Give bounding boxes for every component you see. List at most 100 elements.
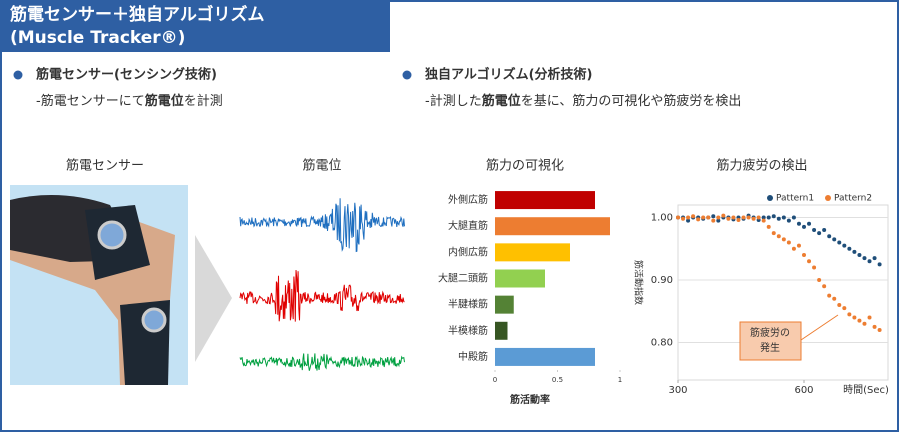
x-tick-label: 300 xyxy=(668,385,687,396)
bullet-heading: 独自アルゴリズム(分析技術) xyxy=(425,67,593,83)
point xyxy=(731,215,736,220)
point xyxy=(691,214,696,219)
y-tick-label: 半腱様筋 xyxy=(448,298,488,311)
point xyxy=(796,243,801,248)
header-box xyxy=(0,0,390,52)
point xyxy=(857,253,862,257)
leg-image xyxy=(10,185,188,385)
y-tick-label: 1.00 xyxy=(651,213,673,224)
legend-marker xyxy=(767,195,773,201)
x-axis-label: 筋活動率 xyxy=(509,393,550,406)
bar xyxy=(495,269,545,288)
point xyxy=(711,214,716,219)
point xyxy=(796,221,801,226)
header-title: (Muscle Tracker®) xyxy=(10,28,185,48)
point xyxy=(761,218,766,223)
point xyxy=(761,215,766,220)
point xyxy=(716,215,721,220)
point xyxy=(807,221,812,226)
point xyxy=(837,240,842,245)
point xyxy=(847,246,852,251)
point xyxy=(726,216,731,221)
bullet-text: -筋電センサーにて筋電位を計測 xyxy=(36,93,223,109)
point xyxy=(832,237,837,242)
bullet-heading: 筋電センサー(センシング技術) xyxy=(35,67,217,83)
point xyxy=(781,237,786,242)
legend-label: Pattern2 xyxy=(834,194,872,204)
point xyxy=(791,246,796,251)
x-tick-label: 0 xyxy=(493,376,497,384)
point xyxy=(786,218,791,223)
text-part: を基に、筋力の可視化や筋疲労を検出 xyxy=(521,93,742,109)
point xyxy=(817,231,822,236)
point xyxy=(776,216,781,221)
waveforms xyxy=(239,198,405,371)
x-tick-label: 0.5 xyxy=(552,376,563,384)
point xyxy=(776,234,781,239)
waveform xyxy=(239,270,405,322)
panel-title: 筋力の可視化 xyxy=(486,158,564,174)
point xyxy=(847,312,852,317)
x-tick-label: 600 xyxy=(794,385,813,396)
point xyxy=(802,253,806,257)
point xyxy=(877,328,882,332)
bar xyxy=(495,191,595,210)
text-part: -筋電センサーにて xyxy=(36,93,145,109)
bar xyxy=(495,243,570,262)
point xyxy=(771,214,776,219)
y-tick-label: 内側広筋 xyxy=(448,245,488,258)
annotation-line xyxy=(800,314,839,341)
text-part: -計測した xyxy=(425,93,482,109)
text-part: を計測 xyxy=(184,93,223,109)
point xyxy=(862,321,867,326)
point xyxy=(852,249,857,254)
point xyxy=(701,215,706,220)
y-tick-label: 中殿筋 xyxy=(458,350,488,363)
point xyxy=(822,228,827,232)
point xyxy=(741,215,746,220)
point xyxy=(862,256,867,261)
point xyxy=(877,262,882,267)
panel-title: 筋電位 xyxy=(302,158,341,174)
annotation-box xyxy=(739,321,802,361)
y-tick-label: 0.90 xyxy=(651,275,673,286)
y-axis-label: 筋活動指数 xyxy=(633,260,645,305)
annotation-text: 筋疲労の xyxy=(750,326,790,339)
point xyxy=(766,215,771,220)
point xyxy=(832,296,837,301)
y-tick-label: 大腿二頭筋 xyxy=(438,272,488,285)
point xyxy=(791,215,796,220)
x-axis-label: 時間(Sec) xyxy=(843,384,889,396)
y-tick-label: 大腿直筋 xyxy=(448,219,488,232)
point xyxy=(827,234,832,239)
point xyxy=(746,215,751,220)
bar xyxy=(495,347,595,366)
panel-title: 筋電センサー xyxy=(66,158,144,174)
point xyxy=(681,216,686,221)
point xyxy=(766,224,771,229)
point xyxy=(686,215,691,220)
bullet-dot xyxy=(402,70,412,80)
bar xyxy=(495,217,610,236)
point xyxy=(812,265,817,270)
point xyxy=(716,218,721,223)
point xyxy=(771,231,776,236)
point xyxy=(842,243,847,248)
header-title: 筋電センサー＋独自アルゴリズム xyxy=(9,4,265,25)
point xyxy=(837,303,842,307)
point xyxy=(812,228,817,232)
point xyxy=(686,218,691,223)
point xyxy=(867,315,872,320)
point xyxy=(706,215,711,220)
point xyxy=(857,318,862,323)
x-tick-label: 1 xyxy=(618,376,622,384)
bullet-text: -計測した筋電位を基に、筋力の可視化や筋疲労を検出 xyxy=(425,93,741,109)
point xyxy=(827,293,832,298)
chevron xyxy=(195,235,232,362)
point xyxy=(721,213,726,218)
legend-label: Pattern1 xyxy=(776,194,814,204)
bar xyxy=(495,321,508,340)
point xyxy=(696,217,701,222)
